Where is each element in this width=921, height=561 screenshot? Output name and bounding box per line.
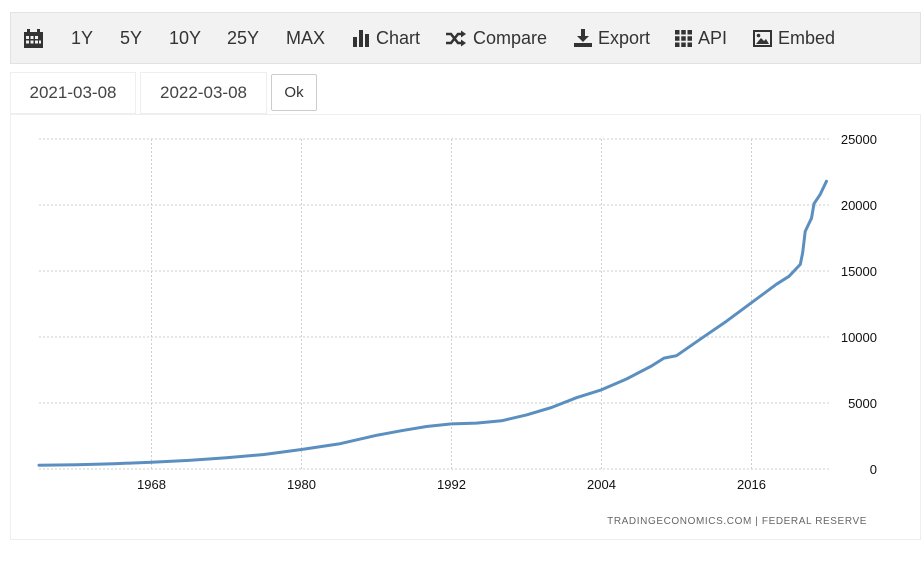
range-10y-label: 10Y [169,27,202,48]
export-label: Export [598,27,651,48]
api-label: API [698,27,728,48]
range-25y-button[interactable]: 25Y [227,13,259,63]
grid-icon [675,29,692,47]
compare-label: Compare [473,27,548,48]
bar-chart-icon [353,29,370,47]
embed-label: Embed [778,27,836,48]
y-tick-label: 15000 [841,264,877,279]
compare-button[interactable]: Compare [445,13,547,63]
range-1y-label: 1Y [71,27,94,48]
y-tick-label: 0 [870,462,877,477]
download-icon [574,29,592,47]
range-max-label: MAX [286,27,326,48]
image-icon [753,29,772,47]
x-tick-label: 1968 [137,477,166,492]
y-tick-label: 25000 [841,132,877,147]
ok-button[interactable]: Ok [271,74,317,111]
y-tick-label: 20000 [841,198,877,213]
x-tick-label: 1992 [437,477,466,492]
range-max-button[interactable]: MAX [286,13,325,63]
toolbar: 1Y 5Y 10Y 25Y MAX Chart Compare [10,12,921,64]
range-5y-button[interactable]: 5Y [120,13,142,63]
y-tick-label: 10000 [841,330,877,345]
calendar-icon [24,28,43,48]
source-credit: TRADINGECONOMICS.COM | FEDERAL RESERVE [607,516,867,527]
shuffle-icon [445,30,467,47]
chart-frame: 0 5000 10000 15000 20000 25000 1968 1980 1992 200… [10,114,921,540]
range-10y-button[interactable]: 10Y [169,13,201,63]
embed-button[interactable]: Embed [753,13,835,63]
chart-label: Chart [376,27,421,48]
x-tick-label: 1980 [287,477,316,492]
y-tick-label: 5000 [848,396,877,411]
line-chart: 0 5000 10000 15000 20000 25000 1968 1980 1992 200… [37,132,877,527]
end-date-input[interactable]: 2022-03-08 [140,72,267,114]
calendar-button[interactable] [24,13,43,63]
range-25y-label: 25Y [227,27,260,48]
x-tick-label: 2016 [737,477,766,492]
export-button[interactable]: Export [574,13,650,63]
range-1y-button[interactable]: 1Y [71,13,93,63]
series-line [37,179,828,467]
start-date-input[interactable]: 2021-03-08 [10,72,136,114]
x-tick-label: 2004 [587,477,616,492]
chart-button[interactable]: Chart [353,13,420,63]
range-5y-label: 5Y [120,27,143,48]
api-button[interactable]: API [675,13,727,63]
